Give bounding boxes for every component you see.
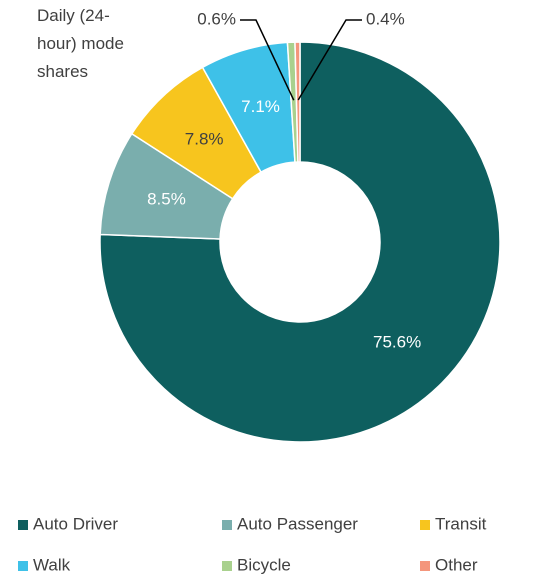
data-label: 8.5% [147, 189, 186, 208]
legend-label: Transit [435, 514, 487, 533]
legend-label: Walk [33, 555, 71, 574]
slice [99, 41, 501, 443]
data-label: 7.8% [185, 129, 224, 148]
legend-label: Auto Passenger [237, 514, 358, 533]
leader-line [240, 19, 295, 101]
legend-label: Other [435, 555, 478, 574]
data-label: 0.6% [197, 9, 236, 28]
chart-title: Daily (24-hour) mode shares [37, 6, 124, 81]
legend-swatch [18, 561, 28, 571]
data-label: 75.6% [373, 332, 421, 351]
legend-label: Bicycle [237, 555, 291, 574]
data-label: 7.1% [241, 97, 280, 116]
legend-swatch [420, 520, 430, 530]
legend-swatch [222, 561, 232, 571]
legend-label: Auto Driver [33, 514, 118, 533]
legend-swatch [18, 520, 28, 530]
slice [294, 41, 301, 163]
data-label: 0.4% [366, 9, 405, 28]
leader-line [297, 19, 362, 101]
legend-swatch [222, 520, 232, 530]
legend-swatch [420, 561, 430, 571]
